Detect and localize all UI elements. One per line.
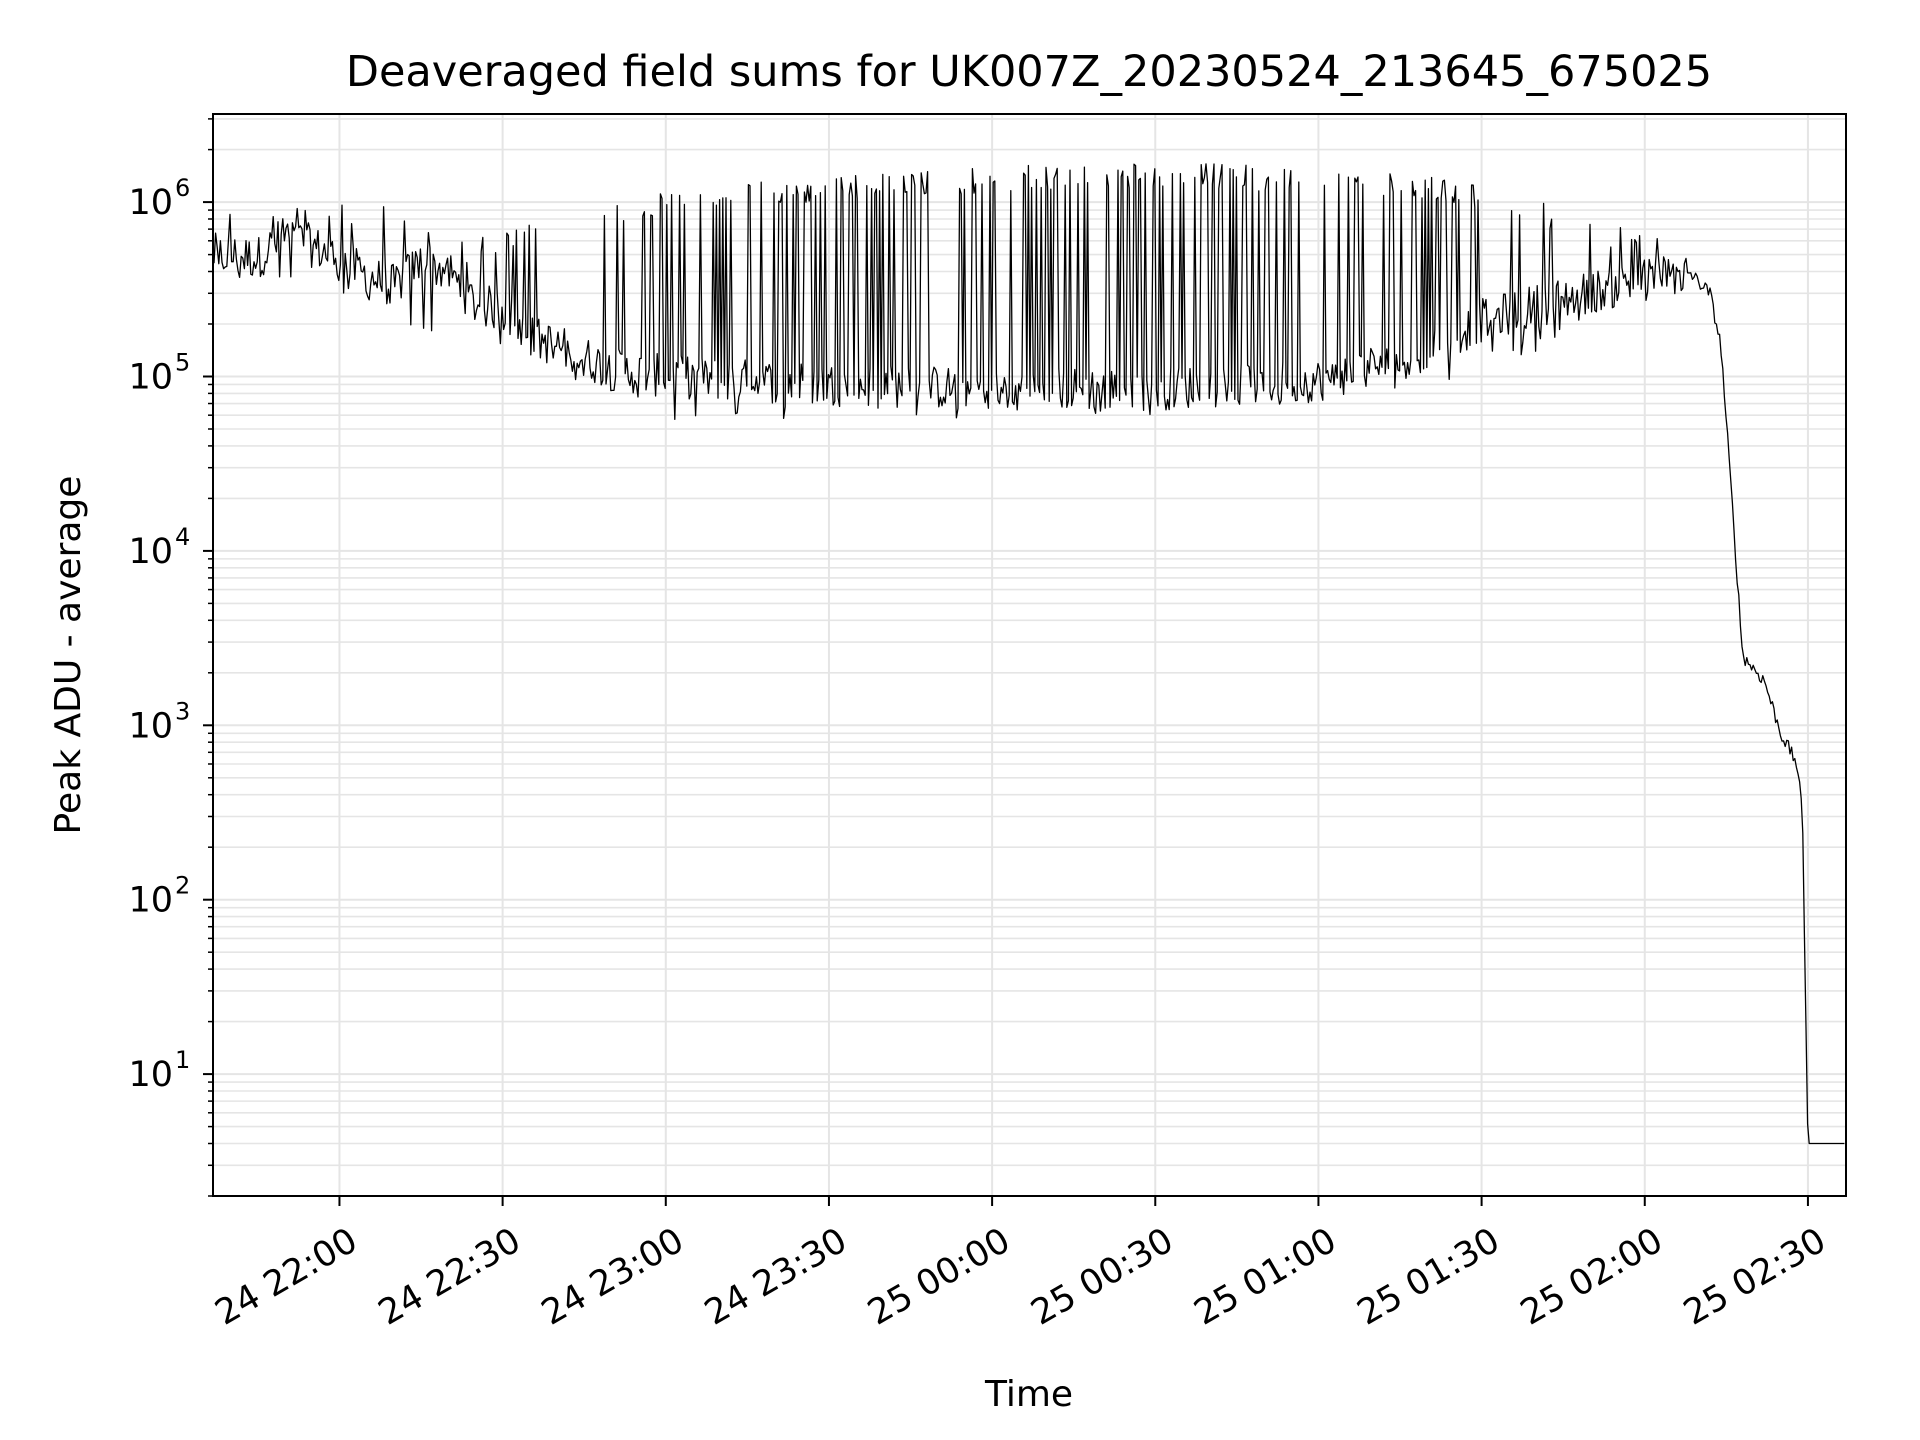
y-tick-label: 10 [128, 1055, 173, 1095]
y-tick-label: 10 [128, 183, 173, 223]
grid-lines [213, 114, 1846, 1197]
y-tick-exponent: 3 [175, 697, 190, 725]
y-tick-exponent: 2 [175, 872, 190, 900]
y-axis-label: Peak ADU - average [48, 476, 89, 835]
y-tick-exponent: 1 [175, 1046, 190, 1074]
chart-title: Deaveraged field sums for UK007Z_2023052… [346, 47, 1712, 97]
series-area [213, 163, 1845, 1145]
y-tick-label: 10 [128, 532, 173, 572]
y-tick-exponent: 5 [175, 348, 190, 376]
y-tick-exponent: 4 [175, 523, 190, 551]
plot-frame [212, 113, 1847, 1197]
x-axis-label: Time [984, 1374, 1073, 1415]
y-tick-exponent: 6 [175, 174, 190, 202]
y-minor-ticks [208, 118, 213, 1197]
y-tick-label: 10 [128, 881, 173, 921]
series-line [213, 163, 1845, 1145]
y-tick-label: 10 [128, 357, 173, 397]
y-tick-label: 10 [128, 706, 173, 746]
